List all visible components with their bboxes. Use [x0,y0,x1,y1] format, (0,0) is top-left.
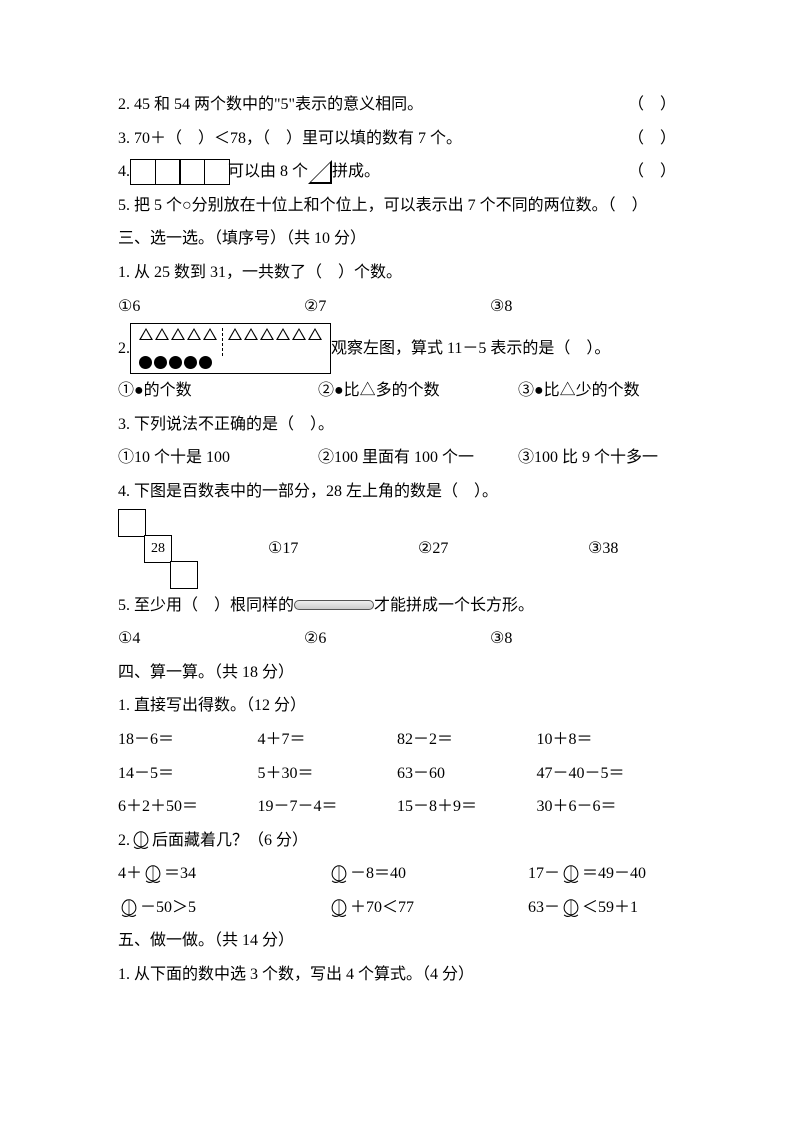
opt-2[interactable]: ②●比△多的个数 [318,374,518,408]
tf-q4-a: 4. [118,155,130,189]
tf-q5: 5. 把 5 个○分别放在十位上和个位上，可以表示出 7 个不同的两位数。（ ） [118,189,676,223]
calc[interactable]: 82－2＝ [397,723,537,757]
opt-1[interactable]: ①17 [268,532,418,566]
rod-icon [294,600,374,610]
eq-1[interactable]: 4＋＝34 [118,857,328,891]
sec3-q5-b: 才能拼成一个长方形。 [374,589,534,623]
calc[interactable]: 4＋7＝ [258,723,398,757]
opt-3[interactable]: ③●比△少的个数 [518,374,676,408]
calc[interactable]: 30＋6－6＝ [537,790,677,824]
peach-icon [130,829,152,851]
sec4-st2-a: 2. [118,824,130,858]
sec3-q2-tail: 观察左图，算式 11－5 表示的是（ ）。 [331,332,610,366]
sec3-q1-options: ①6 ②7 ③8 [118,290,676,324]
calc[interactable]: 6＋2＋50＝ [118,790,258,824]
opt-2[interactable]: ②27 [418,532,588,566]
calc[interactable]: 14－5＝ [118,757,258,791]
peach-icon [328,863,350,885]
eq-2[interactable]: －8＝40 [328,857,528,891]
tf-q3-paren[interactable]: （ ） [628,122,676,156]
tf-q3-text: 3. 70＋（ ）＜78，（ ）里可以填的数有 7 个。 [118,122,462,156]
sec4-title: 四、算一算。（共 18 分） [118,656,676,690]
peach-icon [118,897,140,919]
calc-row-1: 18－6＝ 4＋7＝ 82－2＝ 10＋8＝ [118,723,676,757]
sec3-q3: 3. 下列说法不正确的是（ ）。 [118,408,676,442]
sec3-q4: 4. 下图是百数表中的一部分，28 左上角的数是（ ）。 [118,475,676,509]
peach-icon [328,897,350,919]
opt-1[interactable]: ①●的个数 [118,374,318,408]
peach-row-2: －50＞5 ＋70＜77 63－＜59＋1 [118,891,676,925]
eq-4[interactable]: －50＞5 [118,891,328,925]
calc[interactable]: 10＋8＝ [537,723,677,757]
opt-3[interactable]: ③8 [490,622,676,656]
sec3-q4-figure-row: 28 ①17 ②27 ③38 [118,509,676,589]
squares-icon [130,159,228,185]
sec3-title: 三、选一选。（填序号）（共 10 分） [118,222,676,256]
opt-2[interactable]: ②7 [304,290,490,324]
tf-q4: 4. 可以由 8 个 拼成。 （ ） [118,155,676,189]
calc[interactable]: 63－60 [397,757,537,791]
peach-icon [560,897,582,919]
tf-q2-paren[interactable]: （ ） [628,88,676,122]
sec3-q3-options: ①10 个十是 100 ②100 里面有 100 个一 ③100 比 9 个十多… [118,441,676,475]
sec3-q5-a: 5. 至少用（ ）根同样的 [118,589,294,623]
opt-2[interactable]: ②100 里面有 100 个一 [318,441,518,475]
eq-6[interactable]: 63－＜59＋1 [528,891,676,925]
tf-q2: 2. 45 和 54 两个数中的"5"表示的意义相同。 （ ） [118,88,676,122]
opt-3[interactable]: ③8 [490,290,676,324]
calc[interactable]: 47－40－5＝ [537,757,677,791]
tf-q4-c: 拼成。 [332,155,380,189]
grid-28-icon: 28 [118,509,208,589]
calc[interactable]: 19－7－4＝ [258,790,398,824]
sec4-st2: 2. 后面藏着几？（6 分） [118,824,676,858]
triangle-icon [308,160,332,184]
eq-5[interactable]: ＋70＜77 [328,891,528,925]
opt-2[interactable]: ②6 [304,622,490,656]
opt-3[interactable]: ③38 [588,532,618,566]
sec3-q5-options: ①4 ②6 ③8 [118,622,676,656]
opt-1[interactable]: ①6 [118,290,304,324]
sec4-st1: 1. 直接写出得数。（12 分） [118,689,676,723]
tf-q5-text: 5. 把 5 个○分别放在十位上和个位上，可以表示出 7 个不同的两位数。（ ） [118,189,648,223]
peach-icon [142,863,164,885]
opt-3[interactable]: ③100 比 9 个十多一 [518,441,676,475]
sec3-q2-options: ①●的个数 ②●比△多的个数 ③●比△少的个数 [118,374,676,408]
calc[interactable]: 5＋30＝ [258,757,398,791]
sec3-q2: 2. 观察左图，算式 11－5 表示的是（ ）。 [118,323,676,374]
peach-row-1: 4＋＝34 －8＝40 17－＝49－40 [118,857,676,891]
q2-num: 2. [118,332,130,366]
calc[interactable]: 18－6＝ [118,723,258,757]
sec5-title: 五、做一做。（共 14 分） [118,924,676,958]
sec4-st2-b: 后面藏着几？（6 分） [152,824,308,858]
sec3-q1: 1. 从 25 数到 31，一共数了（ ）个数。 [118,256,676,290]
sec3-q5: 5. 至少用（ ）根同样的 才能拼成一个长方形。 [118,589,676,623]
calc-row-3: 6＋2＋50＝ 19－7－4＝ 15－8＋9＝ 30＋6－6＝ [118,790,676,824]
tf-q3: 3. 70＋（ ）＜78，（ ）里可以填的数有 7 个。 （ ） [118,122,676,156]
sec5-q1: 1. 从下面的数中选 3 个数，写出 4 个算式。（4 分） [118,958,676,992]
calc-row-2: 14－5＝ 5＋30＝ 63－60 47－40－5＝ [118,757,676,791]
tf-q2-text: 2. 45 和 54 两个数中的"5"表示的意义相同。 [118,88,423,122]
tf-q4-paren[interactable]: （ ） [628,155,676,189]
shapes-box-icon [130,323,331,374]
eq-3[interactable]: 17－＝49－40 [528,857,676,891]
opt-1[interactable]: ①4 [118,622,304,656]
peach-icon [560,863,582,885]
opt-1[interactable]: ①10 个十是 100 [118,441,318,475]
cell-28: 28 [144,535,172,563]
tf-q4-b: 可以由 8 个 [228,155,308,189]
calc[interactable]: 15－8＋9＝ [397,790,537,824]
